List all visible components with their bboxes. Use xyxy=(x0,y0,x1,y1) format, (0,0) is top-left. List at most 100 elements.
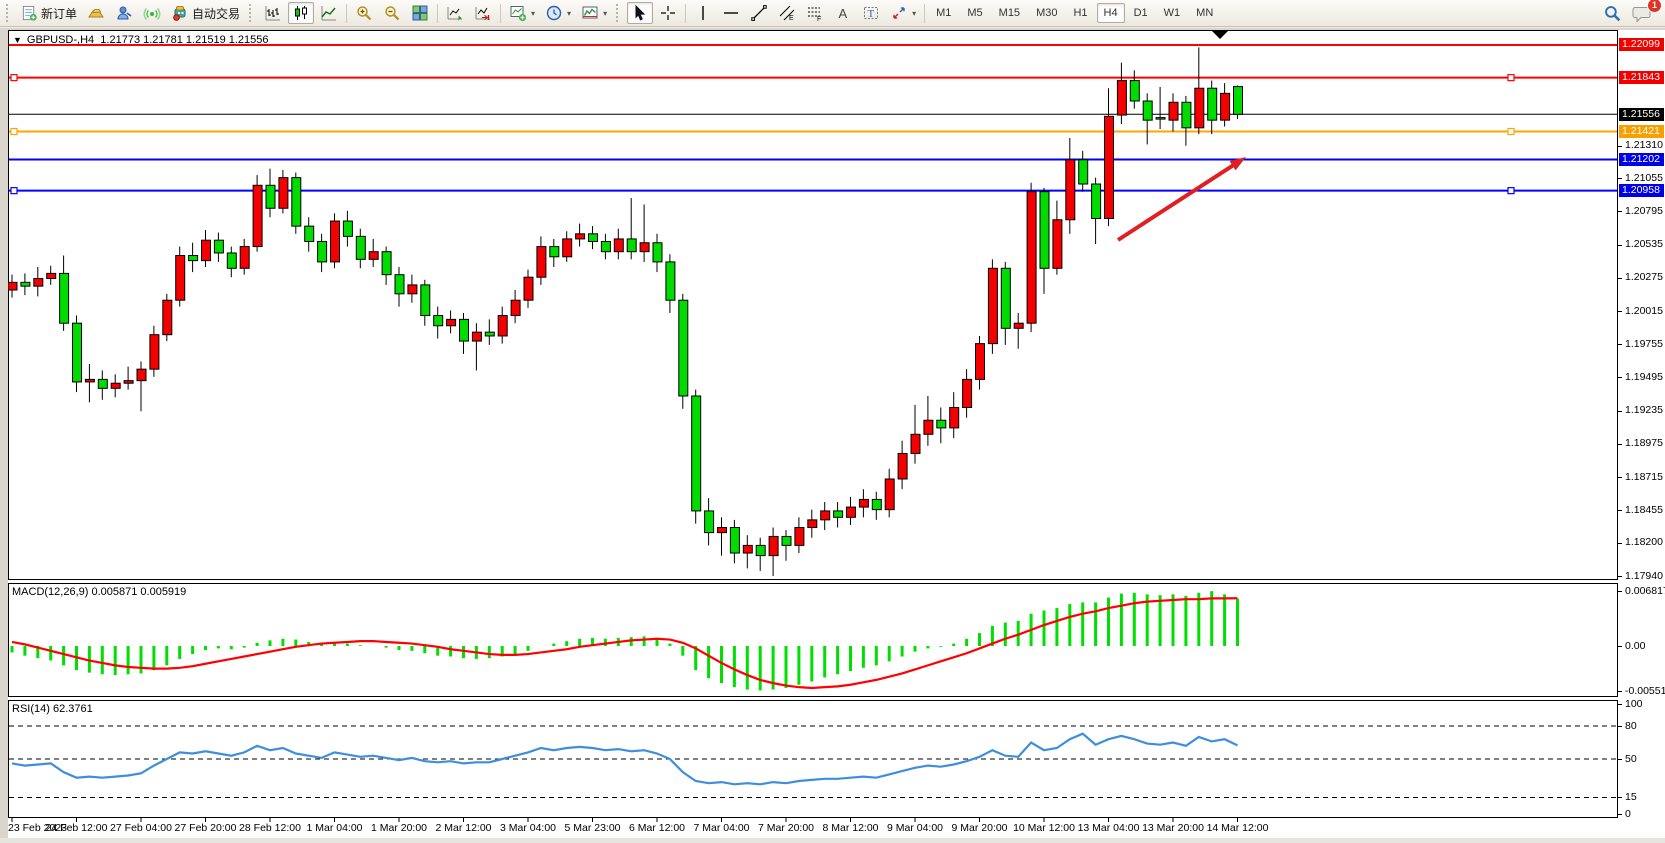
window-bottom-edge xyxy=(0,838,1665,843)
line-selection-handle[interactable] xyxy=(1507,187,1515,195)
candle xyxy=(420,279,431,326)
candle-body xyxy=(1194,87,1205,129)
candle xyxy=(1181,95,1192,146)
zoom-in-button[interactable] xyxy=(351,2,377,24)
periods-button[interactable]: ▾ xyxy=(541,2,575,24)
timeframe-h1[interactable]: H1 xyxy=(1073,7,1088,19)
trendline-button[interactable] xyxy=(746,2,772,24)
bar-chart-button[interactable] xyxy=(260,2,286,24)
macd-axis-label: 0.00 xyxy=(1625,639,1646,652)
candlestick-chart-button[interactable] xyxy=(288,2,315,24)
line-selection-handle[interactable] xyxy=(1507,74,1515,82)
candle-body xyxy=(1026,191,1037,324)
timeframe-d1[interactable]: D1 xyxy=(1133,7,1148,19)
candle xyxy=(8,274,18,298)
candle xyxy=(59,255,70,331)
line-selection-handle[interactable] xyxy=(10,127,18,136)
timeframe-mn[interactable]: MN xyxy=(1196,7,1214,19)
signals-button[interactable] xyxy=(139,2,165,24)
collapse-triangle-icon[interactable]: ▼ xyxy=(13,35,22,45)
toolbar-grip[interactable] xyxy=(616,4,622,22)
candle-body xyxy=(1220,92,1231,121)
price-panel-frame xyxy=(8,30,1618,580)
trend-arrow-object[interactable] xyxy=(1116,162,1237,242)
candle xyxy=(213,232,224,262)
vertical-line-button[interactable] xyxy=(690,2,716,24)
community-button[interactable] xyxy=(111,2,137,24)
candle-body xyxy=(471,331,482,342)
price-axis[interactable]: 1.22099 1.21843 1.21556 1.21421 1.21310 1.212… xyxy=(1618,30,1665,822)
equidistant-channel-button[interactable]: E xyxy=(774,2,800,24)
candle xyxy=(588,226,598,250)
candle xyxy=(936,407,947,444)
candle-body xyxy=(949,406,960,429)
candle xyxy=(381,246,392,285)
zoom-out-button[interactable] xyxy=(379,2,405,24)
price-tick xyxy=(1618,576,1622,578)
indicators-list-button[interactable]: ▾ xyxy=(577,2,611,24)
candle xyxy=(265,168,276,218)
candle-body xyxy=(987,267,998,345)
rsi-axis-label: 15 xyxy=(1625,791,1637,804)
line-selection-handle[interactable] xyxy=(1507,127,1515,136)
timeframe-m5[interactable]: M5 xyxy=(967,7,983,19)
arrows-button[interactable]: ▾ xyxy=(886,2,920,24)
chat-button[interactable]: 1 xyxy=(1628,0,1662,24)
price-tick xyxy=(1618,211,1622,213)
toolbar-grip[interactable] xyxy=(6,4,12,22)
candle xyxy=(162,293,173,342)
candle-body xyxy=(1091,183,1102,219)
candle xyxy=(768,527,779,577)
price-tick xyxy=(1618,145,1622,147)
candle-body xyxy=(8,281,18,291)
timeframe-m30[interactable]: M30 xyxy=(1036,7,1058,19)
crosshair-button[interactable] xyxy=(655,2,681,24)
chevron-down-icon: ▾ xyxy=(912,8,917,18)
candle-body xyxy=(820,510,831,521)
candle-body xyxy=(729,527,740,554)
line-selection-handle[interactable] xyxy=(10,187,18,195)
text-label-button[interactable]: T xyxy=(858,2,884,24)
candle-body xyxy=(1078,159,1089,185)
new-order-button[interactable]: 新订单 xyxy=(17,2,81,24)
candle xyxy=(201,229,211,268)
macd-axis-label: 0.006817 xyxy=(1625,584,1665,597)
candle xyxy=(239,238,250,275)
candle-body xyxy=(871,498,882,511)
tile-windows-button[interactable] xyxy=(407,2,433,24)
timeframe-m15[interactable]: M15 xyxy=(998,7,1021,19)
candle xyxy=(678,293,689,409)
chart-title[interactable]: ▼ GBPUSD-,H4 1.21773 1.21781 1.21519 1.21… xyxy=(13,34,269,46)
chart-shift-marker[interactable] xyxy=(1212,31,1228,39)
candle xyxy=(833,501,844,528)
new-order-icon xyxy=(21,5,38,22)
toolbar-grip[interactable] xyxy=(249,4,255,22)
candle-body xyxy=(1039,191,1050,269)
cursor-button[interactable] xyxy=(627,2,654,24)
search-button[interactable] xyxy=(1599,2,1626,24)
candle xyxy=(278,169,289,214)
text-button[interactable]: A xyxy=(830,2,856,24)
fibonacci-button[interactable]: F xyxy=(802,2,828,24)
chart-canvas[interactable] xyxy=(8,30,1618,822)
timeframe-h4[interactable]: H4 xyxy=(1096,3,1125,23)
candle-body xyxy=(304,225,315,242)
trend-arrow-head[interactable] xyxy=(1229,157,1246,171)
candle xyxy=(136,361,147,412)
line-chart-button[interactable] xyxy=(316,2,342,24)
auto-scroll-button[interactable] xyxy=(442,2,468,24)
candle xyxy=(317,233,328,273)
auto-trading-button[interactable]: 自动交易 xyxy=(167,2,244,24)
chart-shift-button[interactable] xyxy=(470,2,496,24)
timeframe-w1[interactable]: W1 xyxy=(1163,7,1181,19)
horizontal-line-button[interactable] xyxy=(718,2,744,24)
new-chart-button[interactable]: ▾ xyxy=(505,2,539,24)
candle-body xyxy=(213,239,224,254)
timeframe-m1[interactable]: M1 xyxy=(936,7,952,19)
quotes-button[interactable] xyxy=(83,2,109,24)
candle xyxy=(291,172,302,234)
time-label: 13 Mar 20:00 xyxy=(1142,822,1204,834)
candle-body xyxy=(1181,101,1192,129)
time-label: 1 Mar 20:00 xyxy=(370,822,428,834)
line-selection-handle[interactable] xyxy=(10,74,18,82)
